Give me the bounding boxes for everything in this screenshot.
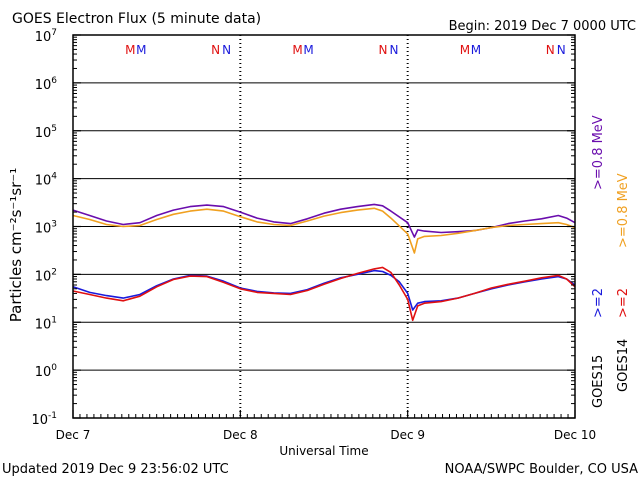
legend-goes15-0.8mev: >=0.8 MeV: [591, 115, 606, 190]
series-lines: [72, 203, 576, 322]
satellite-marker: N: [211, 43, 220, 57]
legend-goes15-2mev: >=2: [591, 288, 606, 318]
x-tick-label: Dec 7: [56, 428, 91, 442]
x-tick-label: Dec 9: [390, 428, 425, 442]
x-axis-label: Universal Time: [279, 444, 368, 458]
series-line-1: [72, 207, 576, 254]
y-tick-label: 107: [35, 28, 57, 45]
satellite-marker: M: [136, 43, 146, 57]
chart-title: GOES Electron Flux (5 minute data): [12, 11, 261, 27]
satellite-marker: M: [292, 43, 302, 57]
x-axis: Dec 7 Dec 8 Dec 9 Dec 10: [56, 410, 596, 442]
begin-time: Begin: 2019 Dec 7 0000 UTC: [449, 19, 636, 34]
y-tick-label: 104: [35, 172, 58, 189]
y-tick-label: 10-1: [31, 411, 57, 428]
legend-goes15-name: GOES15: [591, 355, 606, 408]
updated-timestamp: Updated 2019 Dec 9 23:56:02 UTC: [2, 462, 229, 477]
y-tick-label: 100: [35, 363, 58, 380]
satellite-marker: M: [125, 43, 135, 57]
series-line-3: [72, 266, 576, 322]
y-tick-label: 105: [35, 124, 57, 141]
legend-goes14-name: GOES14: [616, 339, 631, 392]
satellite-marker: N: [378, 43, 387, 57]
satellite-marker: M: [471, 43, 481, 57]
y-tick-label: 102: [35, 267, 57, 284]
satellite-marker: N: [389, 43, 398, 57]
legend-goes14-2mev: >=2: [616, 288, 631, 318]
y-axis-label: Particles cm⁻²s⁻¹sr⁻¹: [7, 168, 25, 322]
data-source: NOAA/SWPC Boulder, CO USA: [445, 462, 638, 477]
x-tick-label: Dec 10: [554, 428, 596, 442]
satellite-marker: M: [303, 43, 313, 57]
legend: >=0.8 MeV >=0.8 MeV >=2 >=2 GOES15 GOES1…: [591, 115, 631, 408]
y-axis: 107 106 105 104 103 102 101 100 10-1: [31, 28, 575, 428]
y-tick-label: 101: [35, 315, 57, 332]
x-tick-label: Dec 8: [223, 428, 258, 442]
satellite-marker: M: [460, 43, 470, 57]
satellite-marker: N: [557, 43, 566, 57]
legend-goes14-0.8mev: >=0.8 MeV: [616, 173, 631, 248]
y-tick-label: 106: [35, 76, 58, 93]
satellite-marker: N: [546, 43, 555, 57]
satellite-marker: N: [222, 43, 231, 57]
y-tick-label: 103: [35, 220, 57, 237]
